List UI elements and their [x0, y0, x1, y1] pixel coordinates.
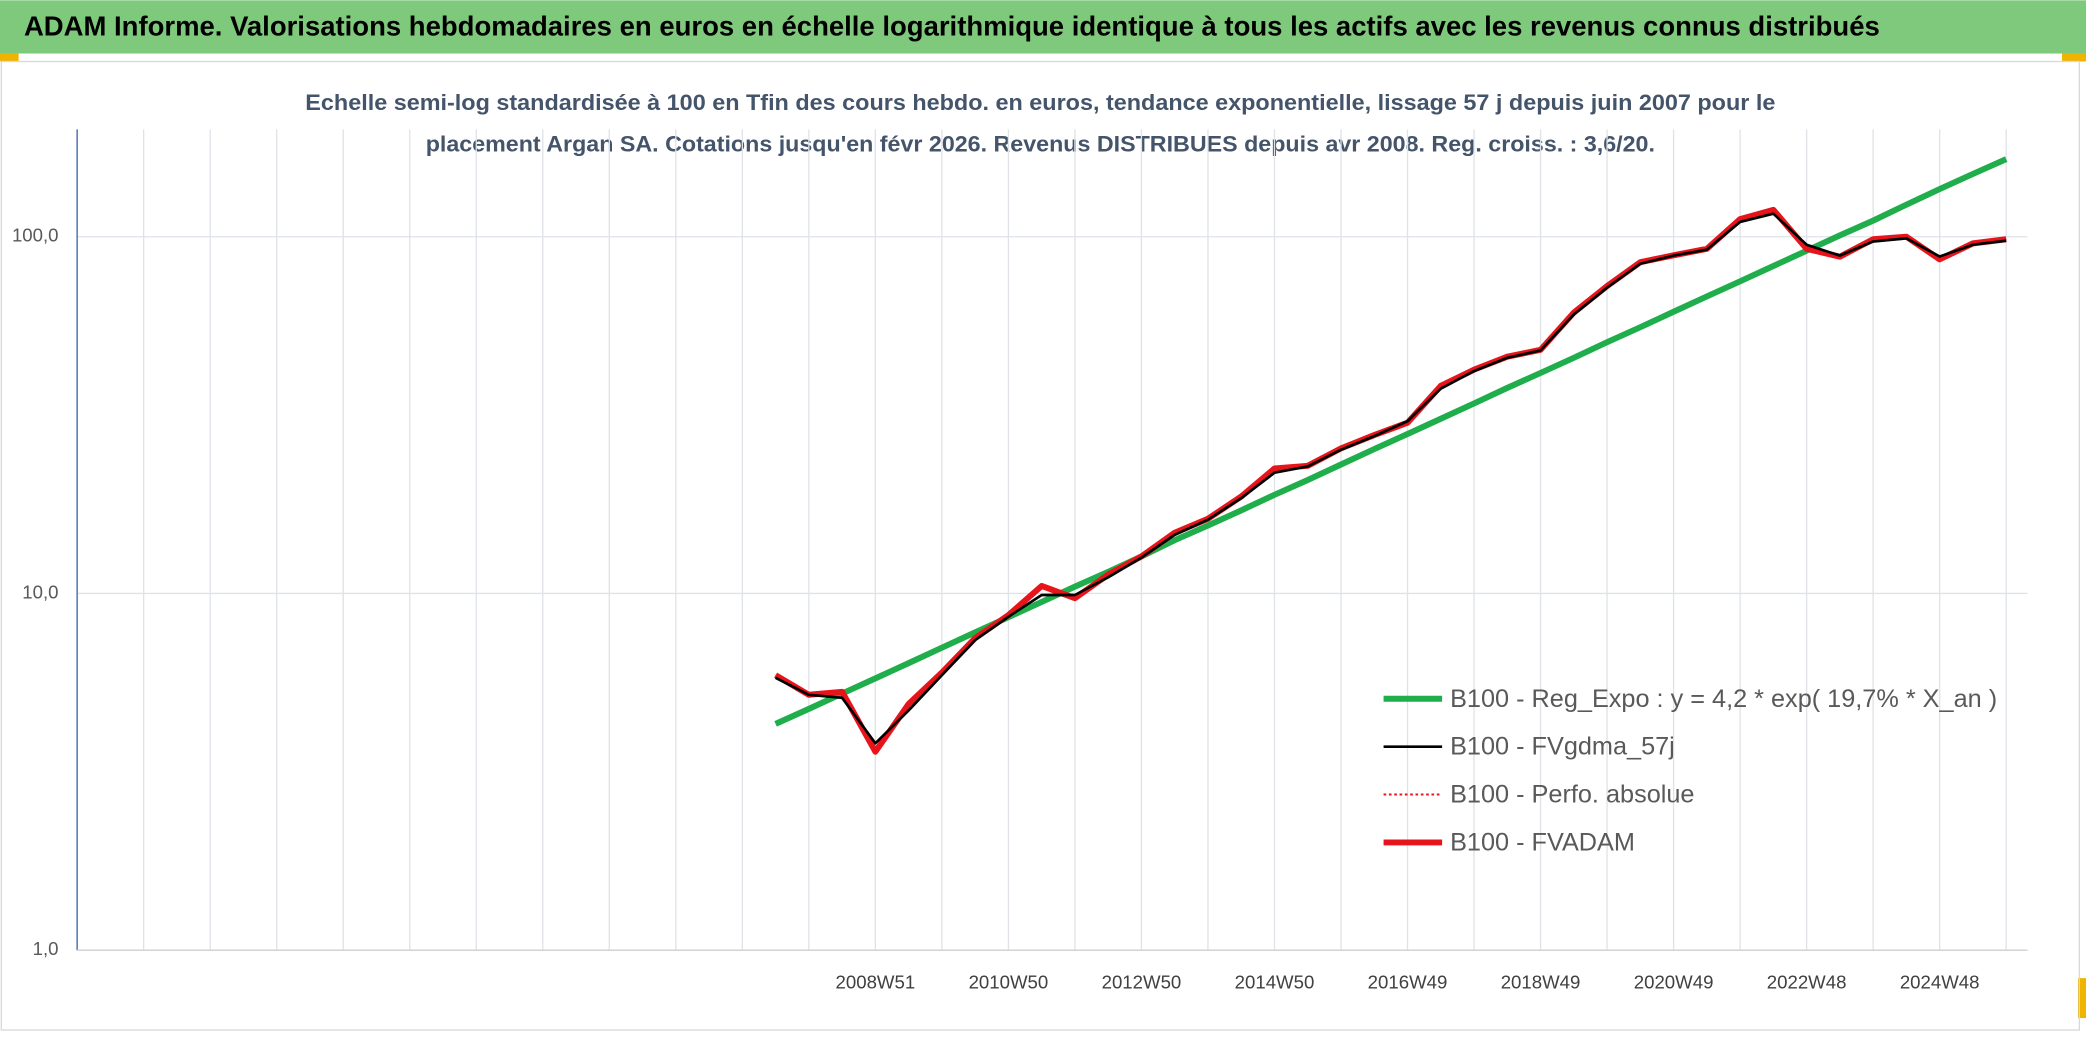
x-tick-label: 2014W50	[1235, 971, 1315, 992]
chart-subtitle: placement Argan SA. Cotations jusqu'en f…	[426, 131, 1655, 156]
x-tick-label: 2010W50	[969, 971, 1049, 992]
series-line	[774, 156, 2008, 727]
x-tick-label: 2016W49	[1368, 971, 1448, 992]
plot-area: 1,0 10,0 100,0 2008W51 2010W50 2012W50 2014W50…	[12, 129, 2028, 992]
x-tick-label: 2022W48	[1767, 971, 1847, 992]
x-tick-label: 2024W48	[1900, 971, 1980, 992]
legend-label: B100 - FVADAM	[1450, 828, 1635, 856]
chart-title: ADAM Informe. Valorisations hebdomadaire…	[24, 11, 1880, 42]
series-line	[774, 212, 2007, 745]
x-tick-label: 2008W51	[836, 971, 916, 992]
y-tick-label: 100,0	[12, 225, 59, 246]
corner-mark	[2078, 978, 2086, 1019]
y-tick-label: 1,0	[33, 938, 59, 959]
series-line	[775, 208, 2007, 753]
legend-label: B100 - FVgdma_57j	[1450, 733, 1675, 761]
legend-label: B100 - Reg_Expo : y = 4,2 * exp( 19,7% *…	[1450, 685, 1997, 713]
legend-label: B100 - Perfo. absolue	[1450, 781, 1694, 809]
x-tick-label: 2020W49	[1634, 971, 1714, 992]
corner-mark	[0, 53, 19, 62]
x-tick-label: 2018W49	[1501, 971, 1581, 992]
chart-subtitle: Echelle semi-log standardisée à 100 en T…	[305, 90, 1775, 115]
title-bar	[0, 0, 2086, 54]
chart-frame	[0, 60, 2081, 1031]
corner-mark	[2062, 53, 2086, 62]
x-tick-label: 2012W50	[1102, 971, 1182, 992]
y-tick-label: 10,0	[22, 581, 58, 602]
